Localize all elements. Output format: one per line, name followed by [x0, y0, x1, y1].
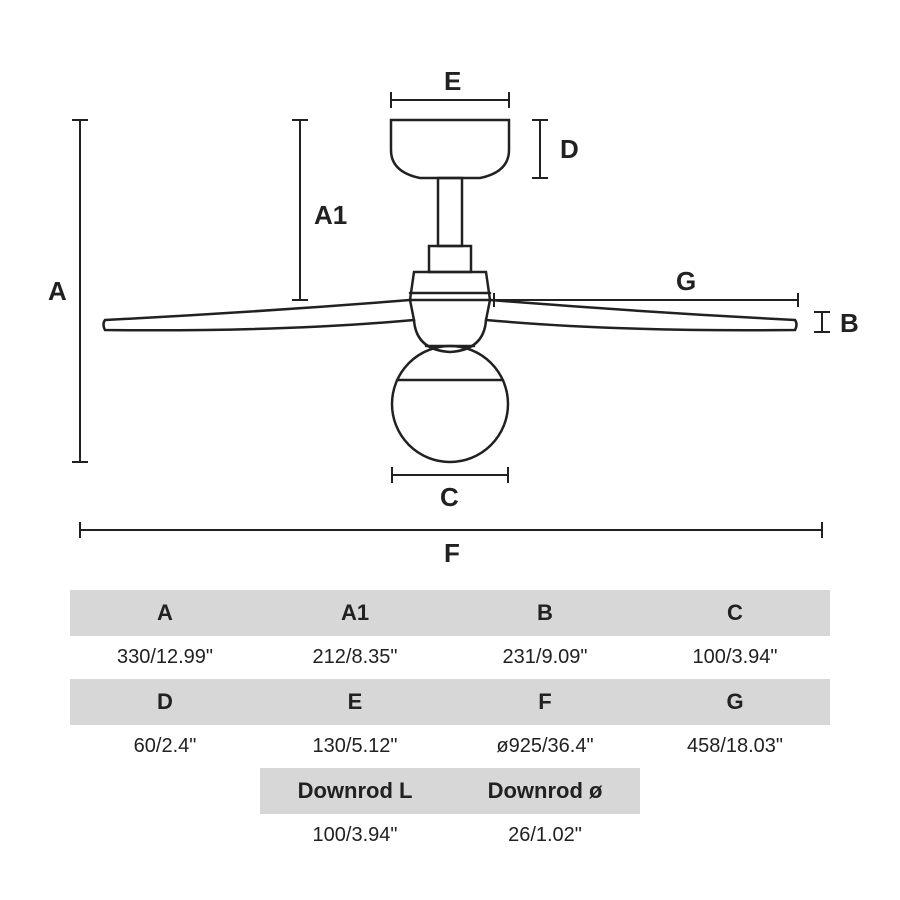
th-b: B	[450, 590, 640, 636]
td-downrod-l: 100/3.94"	[260, 814, 450, 857]
th-downrod-l: Downrod L	[260, 768, 450, 814]
th-d: D	[70, 679, 260, 725]
th-f: F	[450, 679, 640, 725]
td-d: 60/2.4"	[70, 725, 260, 768]
fan-diagram: A A1 B C D E F G	[0, 0, 900, 580]
th-g: G	[640, 679, 830, 725]
td-a: 330/12.99"	[70, 636, 260, 679]
label-f: F	[444, 538, 460, 568]
page-wrap: A A1 B C D E F G A A1 B C 330/12.99" 212…	[0, 0, 900, 900]
td-c: 100/3.94"	[640, 636, 830, 679]
td-a1: 212/8.35"	[260, 636, 450, 679]
td-downrod-d: 26/1.02"	[450, 814, 640, 857]
th-e: E	[260, 679, 450, 725]
label-e: E	[444, 66, 461, 96]
label-b: B	[840, 308, 859, 338]
td-f: ø925/36.4"	[450, 725, 640, 768]
label-d: D	[560, 134, 579, 164]
td-e: 130/5.12"	[260, 725, 450, 768]
label-g: G	[676, 266, 696, 296]
th-c: C	[640, 590, 830, 636]
td-b: 231/9.09"	[450, 636, 640, 679]
spec-table: A A1 B C 330/12.99" 212/8.35" 231/9.09" …	[70, 590, 830, 857]
th-a: A	[70, 590, 260, 636]
th-downrod-d: Downrod ø	[450, 768, 640, 814]
th-a1: A1	[260, 590, 450, 636]
label-a1: A1	[314, 200, 347, 230]
td-g: 458/18.03"	[640, 725, 830, 768]
label-a: A	[48, 276, 67, 306]
label-c: C	[440, 482, 459, 512]
